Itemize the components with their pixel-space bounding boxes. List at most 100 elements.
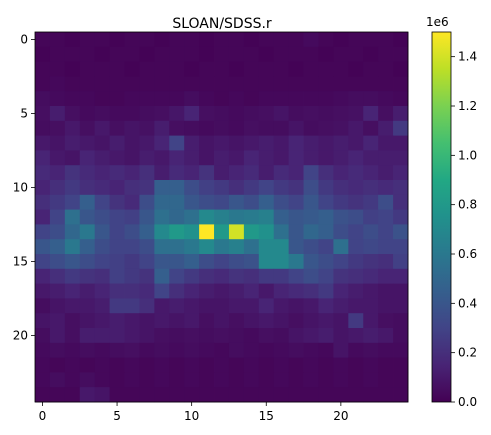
- heatmap-cell: [49, 254, 66, 270]
- heatmap-cell: [35, 32, 51, 48]
- heatmap-cell: [79, 328, 96, 344]
- heatmap-cell: [393, 298, 409, 314]
- heatmap-cell: [49, 91, 66, 107]
- heatmap-cell: [258, 239, 275, 255]
- heatmap-cell: [169, 357, 185, 373]
- heatmap-cell: [363, 387, 379, 403]
- heatmap-cell: [363, 120, 379, 136]
- heatmap-cell: [35, 224, 51, 240]
- heatmap-cell: [94, 298, 110, 314]
- heatmap-cell: [288, 194, 304, 210]
- heatmap-cell: [49, 313, 66, 329]
- heatmap-cell: [214, 194, 230, 210]
- heatmap-cell: [169, 61, 185, 77]
- heatmap-cell: [169, 91, 185, 107]
- heatmap-cell: [348, 76, 364, 92]
- heatmap-cell: [49, 239, 66, 255]
- heatmap-cell: [199, 283, 215, 299]
- heatmap-cell: [363, 91, 379, 107]
- heatmap-cell: [184, 91, 200, 107]
- heatmap-cell: [184, 32, 200, 48]
- heatmap-cell: [109, 32, 125, 48]
- heatmap-cell: [243, 254, 260, 270]
- heatmap-cell: [109, 76, 125, 92]
- heatmap-cell: [258, 76, 275, 92]
- heatmap-cell: [393, 372, 409, 388]
- heatmap-cell: [393, 180, 409, 196]
- heatmap-cell: [243, 32, 260, 48]
- heatmap-cell: [273, 135, 290, 151]
- heatmap-cell: [228, 239, 245, 255]
- heatmap-cell: [79, 357, 96, 373]
- heatmap-cell: [288, 91, 304, 107]
- heatmap-cell: [79, 209, 96, 225]
- heatmap-cell: [363, 150, 379, 166]
- heatmap-cell: [139, 106, 155, 122]
- y-axis: 0 5 10 15 20: [13, 32, 35, 342]
- heatmap-cell: [363, 165, 379, 181]
- heatmap-cell: [199, 106, 215, 122]
- heatmap-cell: [393, 61, 409, 77]
- heatmap-cell: [363, 313, 379, 329]
- heatmap-cell: [139, 32, 155, 48]
- heatmap-cell: [348, 91, 364, 107]
- heatmap-cell: [124, 268, 140, 284]
- heatmap-cell: [318, 328, 334, 344]
- heatmap-cell: [49, 298, 66, 314]
- heatmap-cell: [378, 180, 394, 196]
- heatmap-cell: [303, 298, 319, 314]
- heatmap-cell: [303, 283, 319, 299]
- heatmap-cell: [109, 357, 125, 373]
- heatmap-cell: [154, 194, 170, 210]
- heatmap-cell: [169, 313, 185, 329]
- x-tick-label: 5: [113, 409, 121, 423]
- heatmap-cell: [228, 313, 245, 329]
- heatmap-cell: [318, 372, 334, 388]
- heatmap-cell: [258, 194, 275, 210]
- heatmap-cell: [393, 135, 409, 151]
- heatmap-cell: [214, 76, 230, 92]
- heatmap-cell: [258, 61, 275, 77]
- heatmap-cell: [79, 165, 96, 181]
- heatmap-cell: [94, 91, 110, 107]
- heatmap-cell: [154, 342, 170, 358]
- heatmap-cell: [139, 194, 155, 210]
- heatmap-cell: [199, 313, 215, 329]
- heatmap-cell: [243, 313, 260, 329]
- heatmap-cell: [94, 46, 110, 62]
- colorbar-tick-label: 1.2: [458, 99, 477, 113]
- heatmap-cell: [258, 32, 275, 48]
- heatmap-cell: [228, 342, 245, 358]
- heatmap-cell: [393, 357, 409, 373]
- heatmap-cell: [214, 224, 230, 240]
- colorbar-tick-label: 0.2: [458, 346, 477, 360]
- heatmap-cell: [288, 135, 304, 151]
- heatmap-cell: [348, 268, 364, 284]
- heatmap-cell: [303, 150, 319, 166]
- heatmap-cell: [288, 283, 304, 299]
- heatmap-cell: [243, 342, 260, 358]
- heatmap-cell: [94, 239, 110, 255]
- heatmap-cell: [318, 120, 334, 136]
- heatmap-cell: [35, 61, 51, 77]
- heatmap-cell: [378, 150, 394, 166]
- heatmap-cell: [184, 165, 200, 181]
- heatmap-cell: [303, 194, 319, 210]
- heatmap-cell: [184, 298, 200, 314]
- heatmap-cell: [228, 209, 245, 225]
- heatmap-cell: [169, 180, 185, 196]
- heatmap-cell: [363, 357, 379, 373]
- heatmap-cell: [228, 372, 245, 388]
- heatmap-cell: [363, 239, 379, 255]
- heatmap-cell: [378, 32, 394, 48]
- heatmap-cell: [228, 91, 245, 107]
- heatmap-cell: [109, 342, 125, 358]
- heatmap-cell: [199, 209, 215, 225]
- heatmap-cell: [333, 76, 349, 92]
- heatmap-cell: [393, 342, 409, 358]
- heatmap-cell: [243, 268, 260, 284]
- heatmap-cell: [378, 342, 394, 358]
- heatmap-cell: [35, 372, 51, 388]
- heatmap-cell: [49, 328, 66, 344]
